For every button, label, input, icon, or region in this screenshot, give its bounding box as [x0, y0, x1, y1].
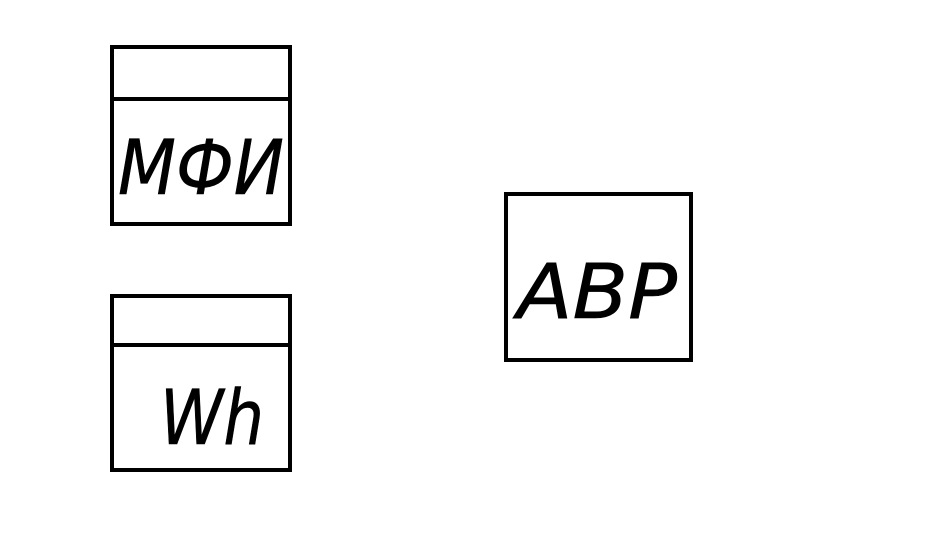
wh-meter-symbol-frame	[110, 294, 292, 472]
abr-symbol-frame	[504, 192, 693, 362]
wh-meter-symbol-label: Wh	[160, 373, 264, 462]
abr-symbol-label: АВР	[512, 247, 678, 336]
mfi-symbol: МФИ	[110, 45, 292, 226]
wh-meter-symbol: Wh	[110, 294, 292, 472]
mfi-symbol-frame	[110, 45, 292, 226]
abr-symbol: АВР	[504, 192, 693, 362]
mfi-symbol-label: МФИ	[118, 123, 284, 212]
